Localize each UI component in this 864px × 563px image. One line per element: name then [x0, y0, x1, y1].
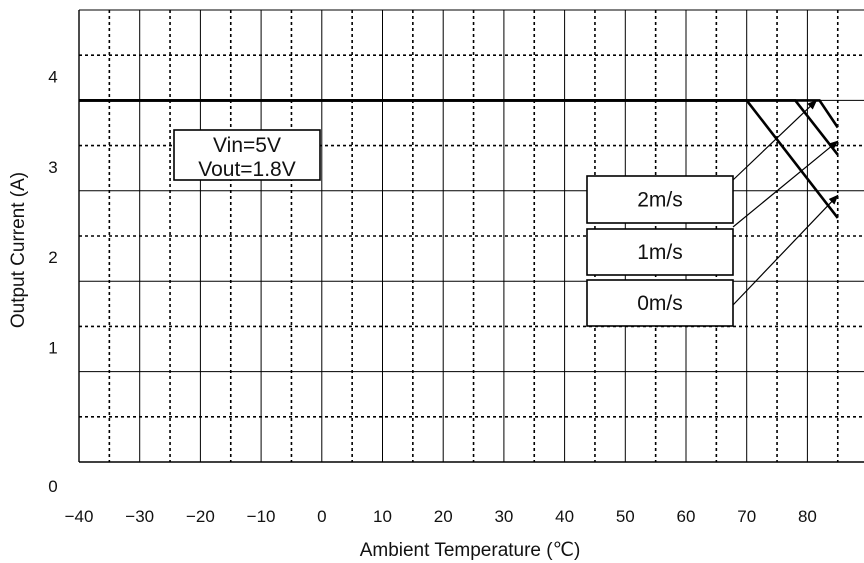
x-tick-label: 50: [616, 507, 635, 526]
x-tick-label: 30: [494, 507, 513, 526]
grid: [79, 9, 864, 462]
legend-arrow: [732, 99, 818, 181]
y-tick-label: 0: [48, 477, 57, 496]
legend-label-1m-per-s: 1m/s: [637, 241, 683, 264]
x-tick-label: 20: [434, 507, 453, 526]
legend-box-1m-per-s: [586, 228, 734, 276]
legend-box-2m-per-s: [586, 175, 734, 224]
legend-arrow: [732, 140, 839, 228]
legend-box-0m-per-s: [586, 279, 734, 327]
x-tick-label: 0: [317, 507, 326, 526]
y-tick-label: 1: [48, 339, 57, 358]
condition-vout: Vout=1.8V: [198, 158, 296, 181]
y-axis-title: Output Current (A): [8, 172, 29, 328]
conditions-box-frame: [173, 129, 321, 181]
x-tick-label: 70: [737, 507, 756, 526]
x-tick-label: −40: [65, 507, 94, 526]
legend-arrow: [732, 194, 839, 306]
conditions-box: Vin=5V Vout=1.8V: [173, 129, 321, 181]
legend-arrows: [732, 99, 839, 306]
legend-label-0m-per-s: 0m/s: [637, 292, 683, 315]
x-tick-label: −30: [125, 507, 154, 526]
axes: [78, 10, 864, 463]
y-tick-label: 4: [48, 67, 57, 86]
airflow-legend: 2m/s 1m/s 0m/s: [586, 175, 734, 327]
y-tick-label: 3: [48, 158, 57, 177]
x-tick-label: −20: [186, 507, 215, 526]
x-tick-label: −10: [247, 507, 276, 526]
series-lines: [79, 99, 839, 219]
condition-vin: Vin=5V: [213, 134, 281, 157]
x-tick-labels: −40 −30 −20 −10 0 10 20 30 40 50 60 70 80: [65, 507, 817, 526]
series-line-2m-per-s: [79, 99, 839, 129]
legend-label-2m-per-s: 2m/s: [637, 189, 683, 212]
x-tick-label: 10: [373, 507, 392, 526]
x-tick-label: 40: [555, 507, 574, 526]
x-tick-label: 60: [677, 507, 696, 526]
x-tick-label: 80: [798, 507, 817, 526]
y-tick-label: 2: [48, 248, 57, 267]
y-tick-labels: 012345: [48, 67, 57, 496]
x-axis-title: Ambient Temperature (℃): [360, 540, 581, 561]
